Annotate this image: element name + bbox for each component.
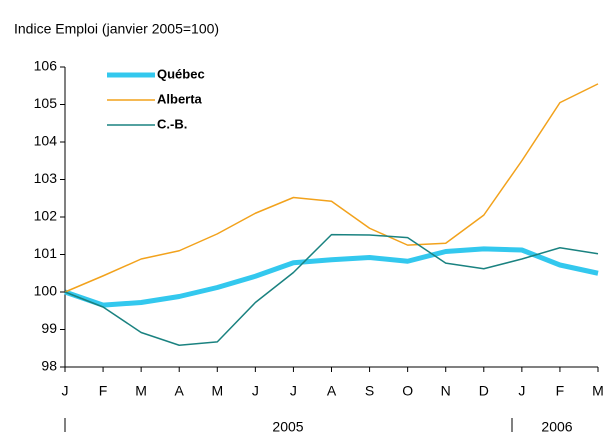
x-tick-label: N: [441, 383, 451, 399]
y-tick-label: 106: [34, 58, 58, 74]
y-tick-label: 99: [41, 320, 57, 336]
legend-label: Québec: [157, 66, 205, 81]
series-line: [64, 233, 599, 346]
series-line: [64, 83, 599, 293]
year-label: 2005: [272, 419, 303, 435]
x-tick-label: M: [211, 383, 223, 399]
y-tick-label: 104: [34, 133, 58, 149]
year-label: 2006: [541, 419, 572, 435]
x-tick-label: J: [518, 383, 525, 399]
x-tick-label: J: [290, 383, 297, 399]
x-tick-label: J: [62, 383, 69, 399]
x-tick-label: M: [592, 383, 604, 399]
y-tick-label: 101: [34, 245, 58, 261]
x-tick-label: D: [479, 383, 489, 399]
x-tick-label: S: [365, 383, 374, 399]
legend-label: Alberta: [157, 91, 203, 106]
y-tick-label: 105: [34, 95, 58, 111]
x-tick-label: A: [175, 383, 185, 399]
chart-title: Indice Emploi (janvier 2005=100): [14, 21, 219, 37]
y-tick-label: 102: [34, 208, 58, 224]
x-tick-label: F: [556, 383, 565, 399]
y-tick-label: 100: [34, 283, 58, 299]
series-line: [64, 246, 599, 308]
y-tick-label: 98: [41, 358, 57, 374]
x-tick-label: F: [99, 383, 108, 399]
legend-label: C.-B.: [157, 116, 187, 131]
x-tick-label: O: [402, 383, 413, 399]
x-tick-label: M: [135, 383, 147, 399]
x-tick-label: A: [327, 383, 337, 399]
x-tick-label: J: [252, 383, 259, 399]
y-tick-label: 103: [34, 170, 58, 186]
